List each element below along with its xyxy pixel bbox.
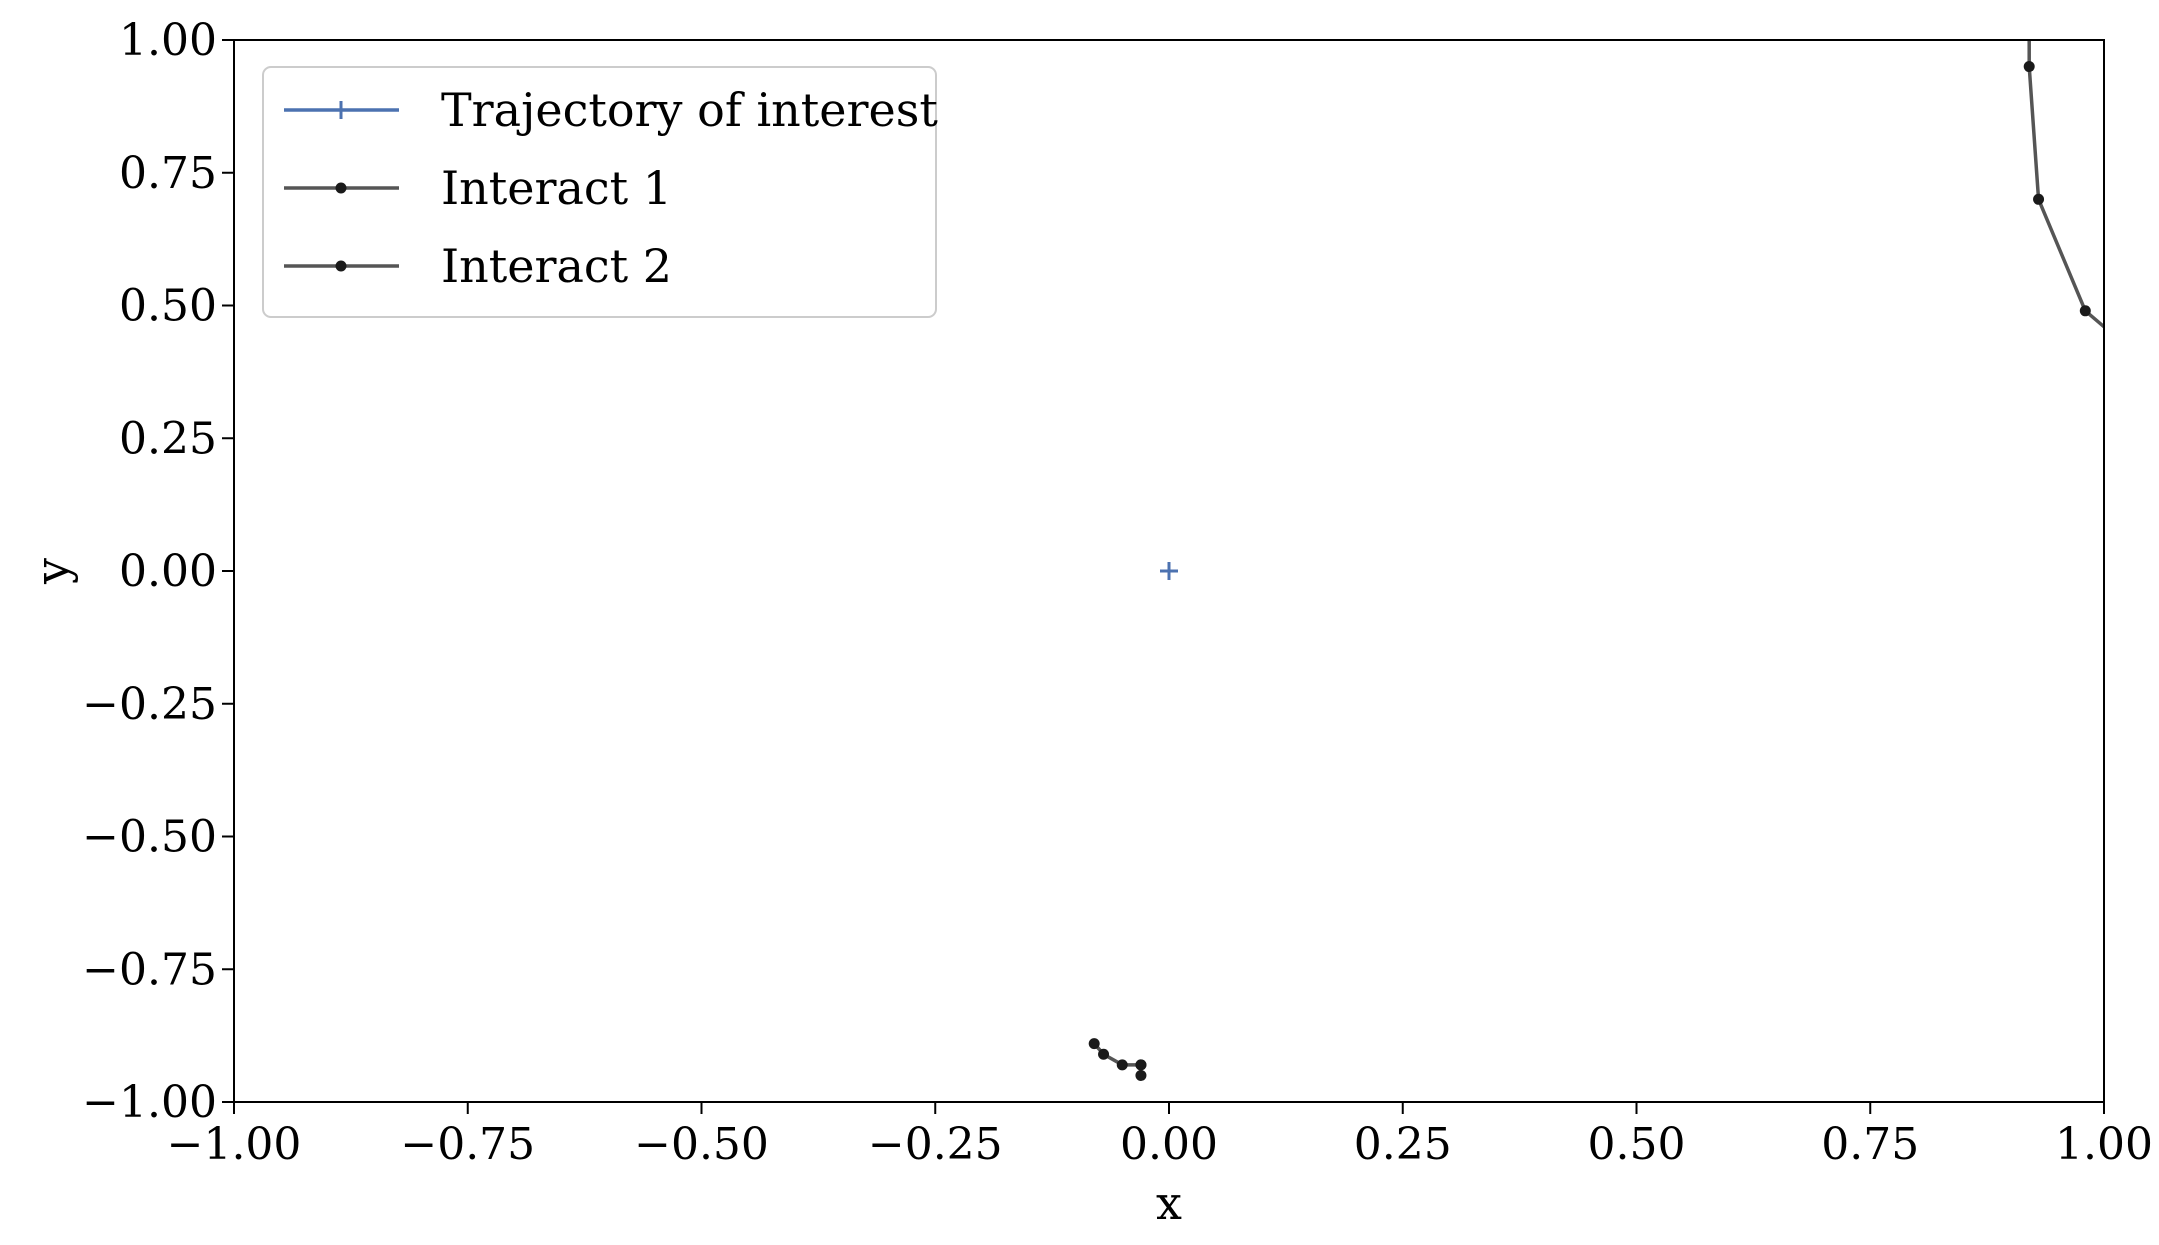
x-tick-label-3: −0.25 (868, 1119, 1003, 1170)
x-tick-label-8: 1.00 (2055, 1119, 2153, 1170)
series-point-2-2 (1116, 1059, 1128, 1071)
plot-layer (1088, 13, 2128, 1081)
series-point-2-0 (1088, 1038, 1100, 1050)
x-tick-label-0: −1.00 (167, 1119, 302, 1170)
legend-label-0: Trajectory of interest (441, 83, 938, 137)
y-tick-label-3: −0.25 (82, 679, 217, 730)
x-tick-label-4: 0.00 (1120, 1119, 1218, 1170)
axes-layer: −1.00 −0.75 −0.50 −0.25 0.00 0.25 0.50 0.75 1.00… (82, 15, 2153, 1170)
y-tick-label-2: −0.50 (82, 812, 217, 863)
y-tick-label-7: 0.75 (119, 148, 217, 199)
x-tick-label-7: 0.75 (1821, 1119, 1919, 1170)
plot-area (1088, 13, 2128, 1081)
y-tick-label-8: 1.00 (119, 15, 217, 66)
series-point-1-3 (2079, 305, 2091, 317)
x-tick-label-2: −0.50 (634, 1119, 769, 1170)
legend-label-1: Interact 1 (441, 161, 672, 215)
legend-marker-0 (332, 101, 350, 119)
series-point-2-1 (1098, 1048, 1110, 1060)
x-tick-label-1: −0.75 (400, 1119, 535, 1170)
x-tick-label-6: 0.50 (1588, 1119, 1686, 1170)
series-point-0-0 (1160, 562, 1178, 580)
legend-marker-1 (335, 182, 347, 194)
series-2 (1088, 1038, 1147, 1081)
y-tick-label-1: −0.75 (82, 944, 217, 995)
series-point-2-4 (1135, 1069, 1147, 1081)
y-tick-label-0: −1.00 (82, 1077, 217, 1128)
legend: Trajectory of interest Interact 1 Interact… (262, 66, 938, 318)
series-1 (2023, 13, 2128, 348)
y-tick-label-5: 0.25 (119, 413, 217, 464)
legend-entry-1: Interact 1 (284, 161, 672, 215)
x-tick-label-5: 0.25 (1354, 1119, 1452, 1170)
series-line-1 (2027, 40, 2104, 330)
series-0 (1160, 562, 1178, 580)
legend-label-2: Interact 2 (441, 239, 672, 293)
y-axis-label: y (25, 558, 79, 585)
series-line-2 (1092, 1042, 1143, 1078)
legend-entry-0: Trajectory of interest (284, 83, 938, 137)
x-axis-label: x (1156, 1176, 1182, 1230)
series-point-1-1 (2023, 61, 2035, 73)
legend-entry-2: Interact 2 (284, 239, 672, 293)
series-point-2-5 (1135, 1059, 1147, 1071)
legend-box (262, 66, 937, 318)
legend-marker-2 (335, 260, 347, 272)
series-point-1-0 (2024, 13, 2035, 24)
series-point-1-2 (2033, 193, 2045, 205)
y-tick-label-6: 0.50 (119, 281, 217, 332)
y-tick-label-4: 0.00 (119, 546, 217, 597)
series-point-1-4 (2117, 337, 2128, 348)
